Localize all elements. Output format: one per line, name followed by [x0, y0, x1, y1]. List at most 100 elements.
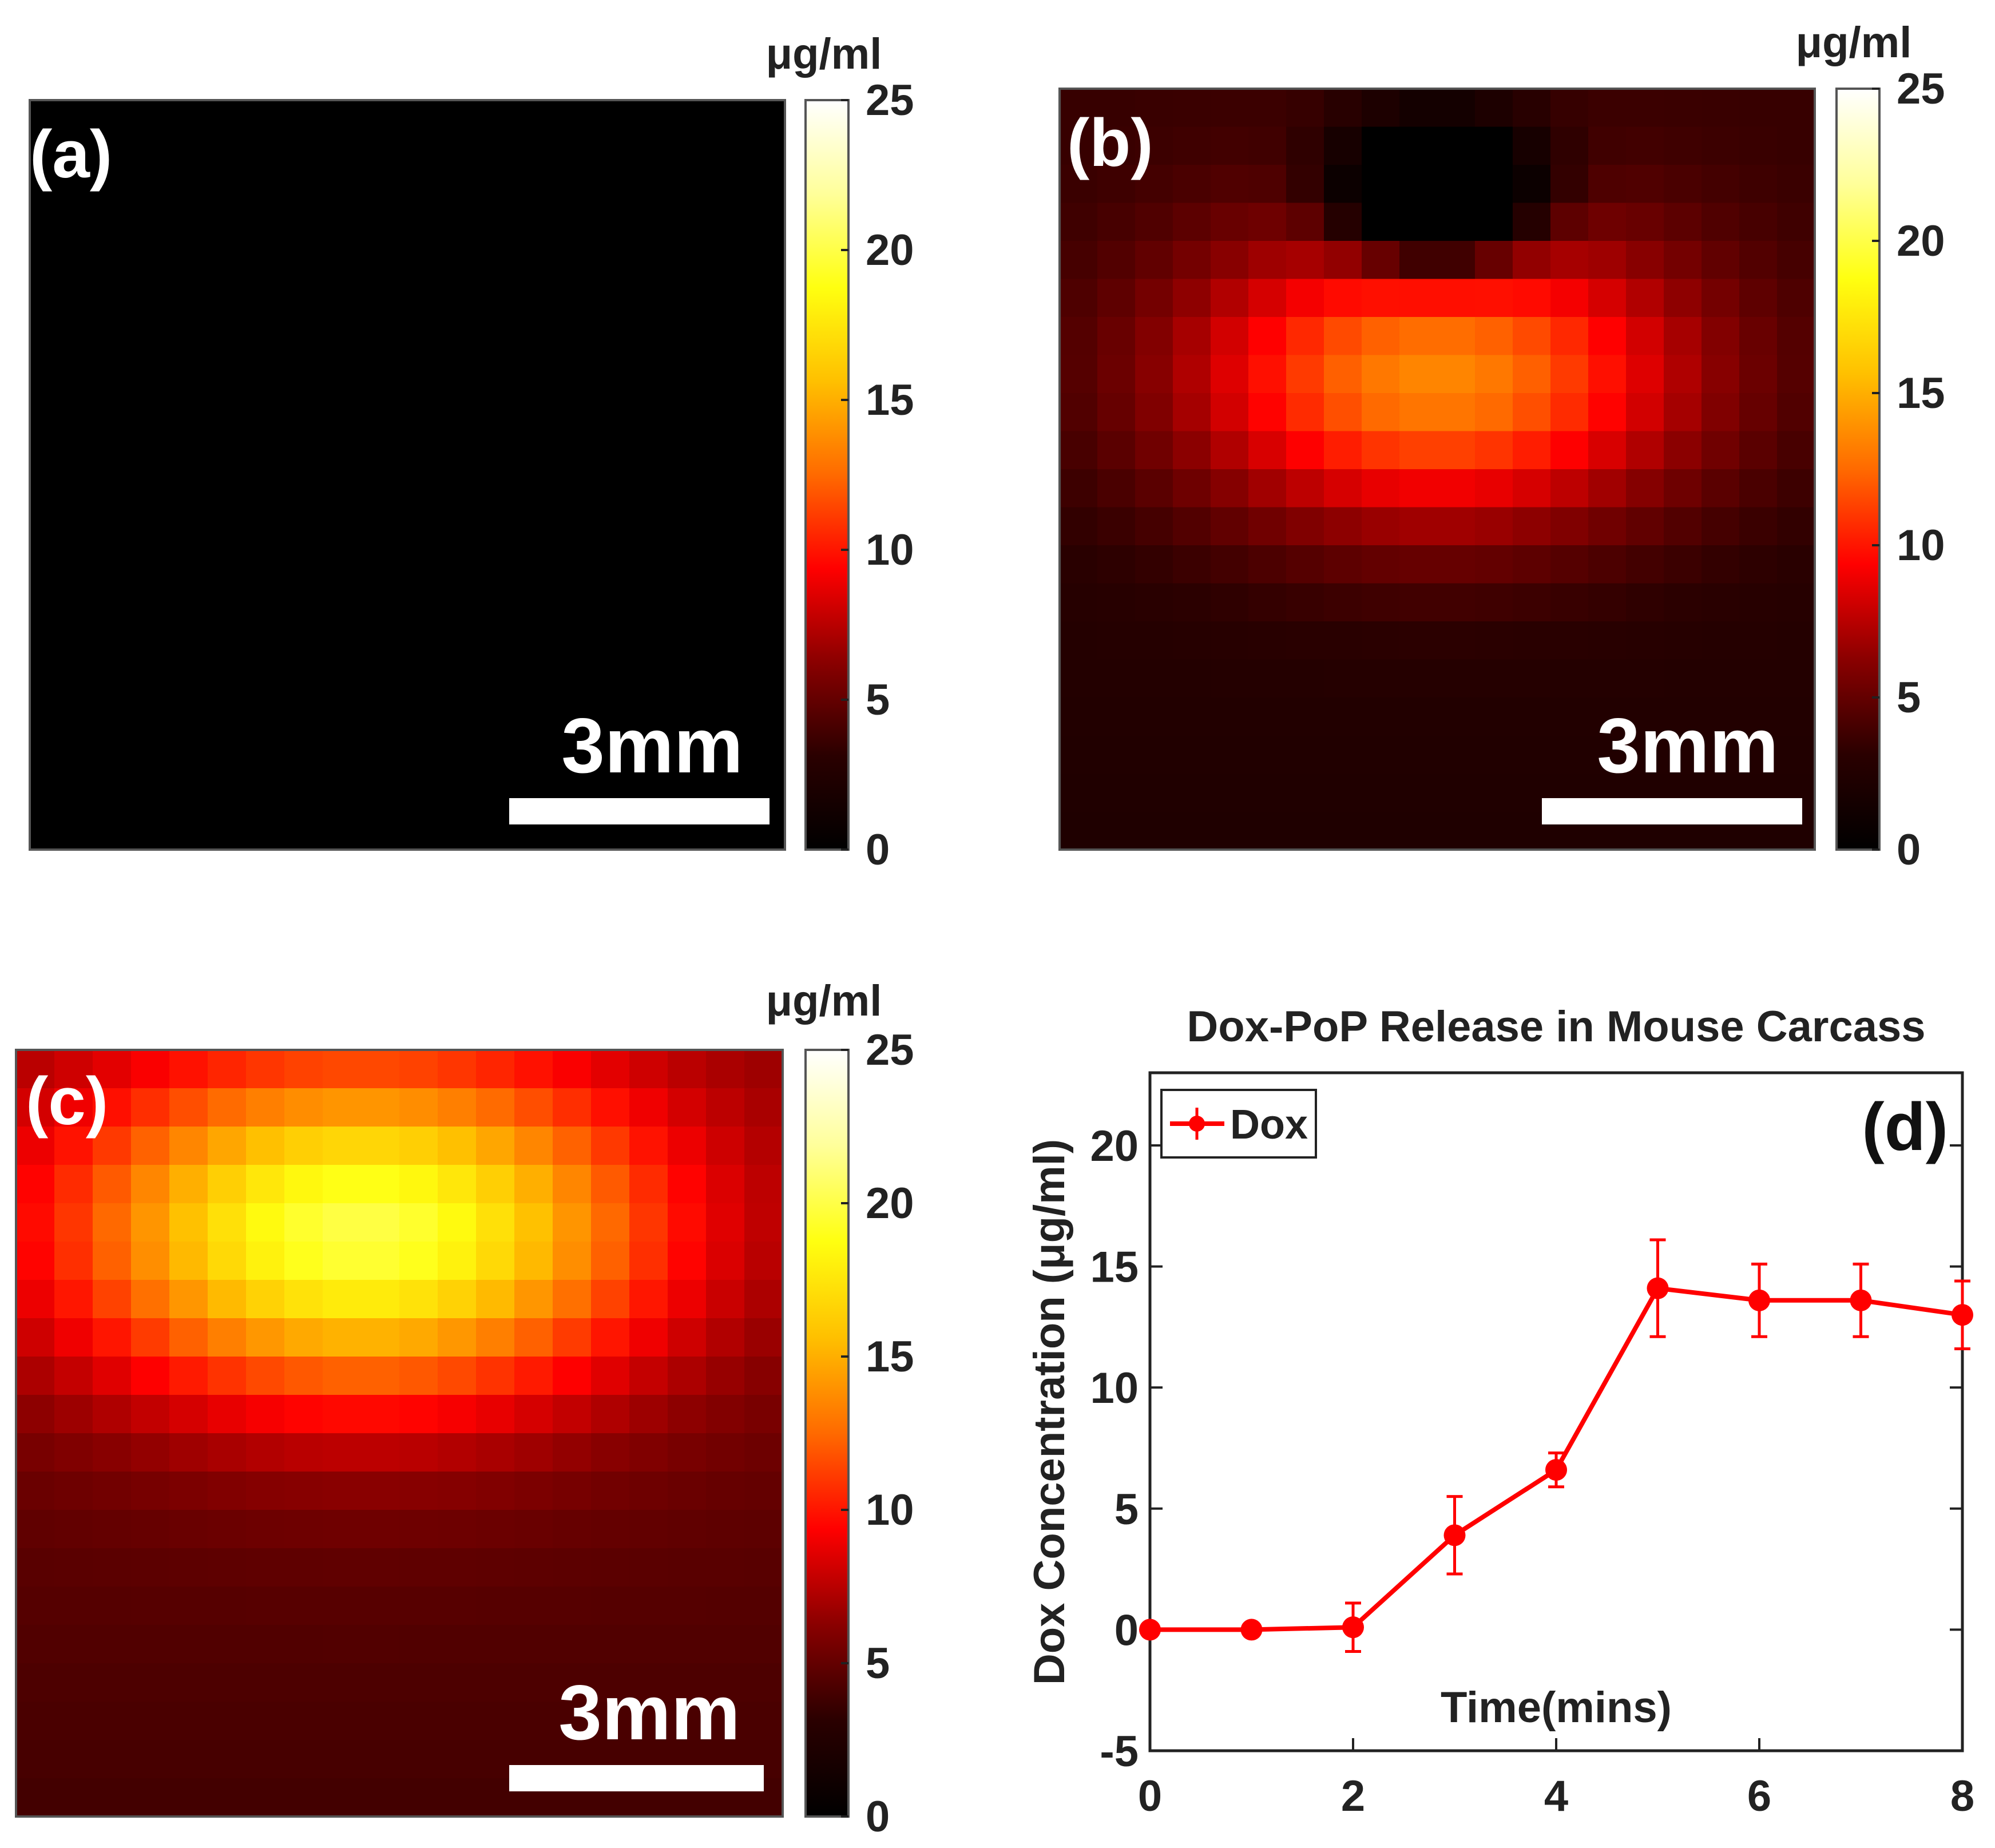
heatmap-cell: [30, 212, 68, 251]
heatmap-cell: [208, 1357, 247, 1395]
heatmap-cell: [1437, 469, 1476, 508]
heatmap-cell: [747, 175, 786, 213]
heatmap-cell: [246, 1357, 285, 1395]
heatmap-cell: [706, 1433, 745, 1472]
heatmap-cell: [1324, 735, 1362, 774]
heatmap-cell: [1211, 279, 1249, 318]
heatmap-cell: [747, 287, 786, 326]
heatmap-cell: [1626, 165, 1664, 204]
heatmap-cell: [284, 1663, 323, 1702]
heatmap-cell: [1060, 126, 1098, 165]
heatmap-cell: [68, 137, 106, 176]
heatmap-cell: [476, 1702, 515, 1740]
heatmap-cell: [1664, 203, 1702, 241]
heatmap-cell: [1248, 165, 1287, 204]
heatmap-cell: [1060, 393, 1098, 432]
heatmap-cell: [1739, 583, 1778, 622]
heatmap-cell: [370, 625, 408, 663]
heatmap-cell: [131, 1433, 170, 1472]
heatmap-cell: [672, 362, 710, 400]
heatmap-cell: [709, 325, 748, 363]
heatmap-cell: [483, 662, 521, 700]
heatmap-cell: [16, 1663, 55, 1702]
heatmap-cell: [668, 1318, 707, 1357]
heatmap-cell: [54, 1587, 93, 1625]
heatmap-cell: [445, 250, 483, 288]
heatmap-cell: [1173, 469, 1211, 508]
heatmap-cell: [181, 400, 219, 438]
heatmap-c-border: [15, 1049, 784, 1818]
heatmap-cell: [591, 1433, 630, 1472]
heatmap-cell: [219, 475, 257, 513]
heatmap-cell: [246, 1127, 285, 1165]
heatmap-cell: [709, 212, 748, 251]
heatmap-cell: [445, 325, 483, 363]
data-point: [1240, 1619, 1263, 1641]
heatmap-cell: [476, 1165, 515, 1204]
heatmap-cell: [1701, 697, 1740, 736]
x-axis-ticks: 0 2 4 6 8: [1138, 1738, 1974, 1821]
heatmap-cell: [399, 1127, 438, 1165]
heatmap-cell: [219, 250, 257, 288]
heatmap-cell: [399, 1625, 438, 1664]
heatmap-cell: [591, 1663, 630, 1702]
heatmap-cell: [181, 362, 219, 400]
heatmap-cell: [169, 1088, 208, 1127]
heatmap-cell: [1513, 317, 1551, 356]
panel-c: (c) 3mm μg/ml 0 5 10 15 20 25: [15, 977, 914, 1841]
heatmap-cell: [370, 812, 408, 850]
heatmap-cell: [1550, 241, 1589, 280]
heatmap-cell: [553, 1433, 592, 1472]
heatmap-cell: [54, 1165, 93, 1204]
heatmap-cell: [1626, 545, 1664, 584]
heatmap-cell: [1437, 355, 1476, 394]
heatmap-cell: [514, 1127, 553, 1165]
colorbar-tick-label: 5: [866, 1639, 890, 1688]
heatmap-cell: [596, 475, 634, 513]
heatmap-cell: [1248, 507, 1287, 546]
heatmap-cell: [169, 1242, 208, 1280]
heatmap-cell: [1437, 735, 1476, 774]
heatmap-cell: [1135, 165, 1173, 204]
heatmap-cell: [399, 1663, 438, 1702]
heatmap-cell: [284, 1702, 323, 1740]
heatmap-cell: [105, 700, 144, 738]
heatmap-cell: [1362, 241, 1400, 280]
heatmap-cell: [1324, 203, 1362, 241]
heatmap-cell: [668, 1242, 707, 1280]
colorbar-tick-label: 15: [866, 376, 914, 425]
heatmap-cell: [629, 1587, 668, 1625]
heatmap-cell: [1135, 469, 1173, 508]
heatmap-cell: [514, 1702, 553, 1740]
heatmap-cell: [143, 400, 181, 438]
heatmap-cell: [105, 812, 144, 850]
heatmap-cell: [208, 1510, 247, 1549]
data-point: [1342, 1616, 1364, 1639]
heatmap-cell: [169, 1318, 208, 1357]
heatmap-cell: [131, 1472, 170, 1510]
heatmap-cell: [1475, 697, 1513, 736]
heatmap-cell: [1513, 507, 1551, 546]
heatmap-cell: [1173, 89, 1211, 128]
heatmap-cell: [1399, 431, 1438, 470]
heatmap-cell: [1475, 89, 1513, 128]
heatmap-cell: [30, 625, 68, 663]
heatmap-cell: [16, 1548, 55, 1587]
heatmap-cell: [1135, 774, 1173, 812]
heatmap-cell: [1248, 393, 1287, 432]
heatmap-cell: [521, 325, 559, 363]
heatmap-cell: [476, 1395, 515, 1434]
heatmap-cell: [668, 1433, 707, 1472]
heatmap-cell: [1135, 811, 1173, 850]
heatmap-cell: [709, 700, 748, 738]
heatmap-cell: [706, 1510, 745, 1549]
heatmap-cell: [1664, 697, 1702, 736]
heatmap-cell: [30, 775, 68, 813]
heatmap-cell: [256, 437, 295, 475]
heatmap-cell: [634, 700, 672, 738]
heatmap-cell: [438, 1165, 477, 1204]
heatmap-cell: [54, 1242, 93, 1280]
heatmap-cell: [370, 550, 408, 588]
heatmap-cell: [68, 400, 106, 438]
heatmap-cell: [399, 1088, 438, 1127]
